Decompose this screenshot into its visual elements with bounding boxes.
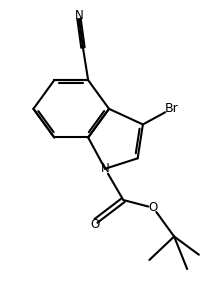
Text: Br: Br xyxy=(165,102,178,115)
Text: N: N xyxy=(101,162,109,175)
Text: O: O xyxy=(149,201,158,214)
Text: N: N xyxy=(75,9,83,22)
Text: O: O xyxy=(90,218,99,231)
